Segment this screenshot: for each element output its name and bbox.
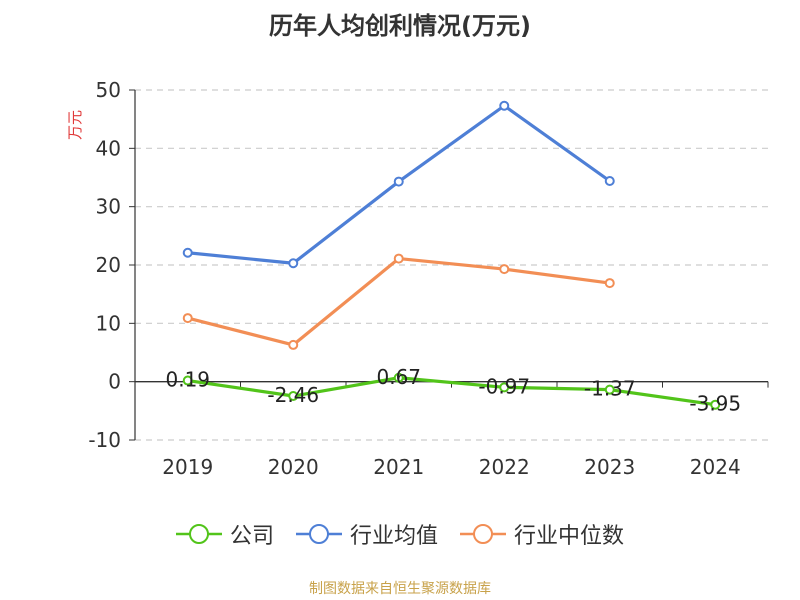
data-label: -1.37 [584,377,636,401]
data-point [604,278,615,289]
legend-swatch-icon [175,524,222,544]
y-tick-label: 30 [96,195,121,219]
x-tick-label: 2024 [690,455,741,479]
y-tick-label: 10 [96,311,121,335]
data-point [499,264,510,275]
data-label: 0.67 [376,365,421,389]
legend-swatch-icon [460,524,506,544]
series-line-2 [187,256,610,347]
legend-label: 行业均值 [349,524,438,549]
data-point [499,382,510,393]
data-point [604,384,615,395]
data-label: 0.19 [165,368,210,392]
data-point [288,391,299,402]
data-point [393,253,404,264]
data-point [182,313,193,324]
legend-item[interactable]: 行业中位数 [460,518,624,550]
legend-item[interactable]: 公司 [175,518,274,550]
x-tick-label: 2019 [162,455,213,479]
source-footer: 制图数据来自恒生聚源数据库 [309,581,491,597]
x-tick-label: 2023 [584,455,635,479]
legend-swatch-icon [295,524,342,544]
y-tick-label: -10 [88,428,121,452]
data-point [393,372,404,383]
data-label: -2.46 [267,383,319,407]
series-line-0 [187,376,716,407]
y-axis-label: 万元 [66,110,84,140]
data-point [499,100,510,111]
y-tick-label: 50 [96,78,121,102]
legend-item[interactable]: 行业均值 [295,518,438,550]
legend: 公司 行业均值 行业中位数 [0,518,800,550]
data-label: -3.95 [689,392,741,416]
data-point [604,176,615,186]
chart-title: 历年人均创利情况(万元) [269,12,531,40]
data-point [182,375,193,386]
legend-label: 公司 [229,524,274,549]
x-tick-label: 2022 [479,455,530,479]
y-tick-label: 20 [96,253,121,277]
legend-label: 行业中位数 [514,524,625,549]
data-point [710,399,721,410]
data-point [182,247,193,258]
x-tick-label: 2021 [373,455,424,479]
data-label: -0.97 [478,374,530,398]
x-tick-label: 2020 [268,455,319,479]
data-point [393,176,404,187]
y-tick-label: 0 [108,370,121,394]
data-point [288,258,299,269]
y-tick-label: 40 [96,136,121,160]
data-point [288,339,299,350]
